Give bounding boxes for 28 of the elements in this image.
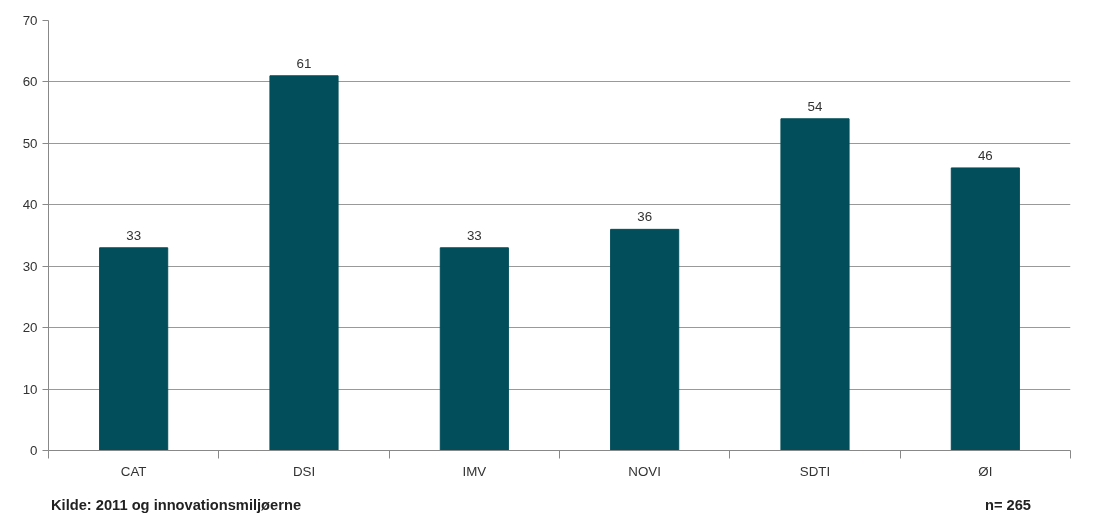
bar	[950, 167, 1020, 451]
y-tick-label: 40	[22, 197, 38, 213]
data-label: 33	[126, 227, 142, 243]
x-tick-label: DSI	[292, 463, 316, 479]
data-label: 46	[977, 147, 993, 163]
x-tick-label: NOVI	[628, 463, 661, 479]
y-tick-label: 0	[30, 443, 38, 458]
y-tick-label: 30	[22, 258, 38, 274]
y-tick-label: 10	[22, 381, 38, 397]
data-label: 36	[637, 209, 653, 225]
y-tick-label: 70	[22, 13, 38, 28]
data-label: 61	[296, 55, 312, 71]
data-label: 54	[807, 98, 823, 114]
x-tick-label: IMV	[462, 463, 487, 479]
text: n= 265	[984, 496, 1031, 515]
y-tick-label: 60	[22, 74, 38, 90]
x-tick-label: CAT	[120, 463, 147, 479]
data-label: 33	[466, 227, 482, 243]
bar	[780, 118, 850, 451]
x-tick-label: SDTI	[799, 463, 831, 479]
bar	[269, 75, 339, 451]
text: Kilde: 2011 og innovationsmiljøerne	[51, 496, 302, 515]
y-tick-label: 20	[22, 320, 38, 336]
bar	[99, 247, 169, 451]
y-tick-label: 50	[22, 135, 38, 151]
x-tick-label: ØI	[978, 463, 993, 479]
bar	[439, 247, 509, 451]
bar	[610, 228, 680, 451]
